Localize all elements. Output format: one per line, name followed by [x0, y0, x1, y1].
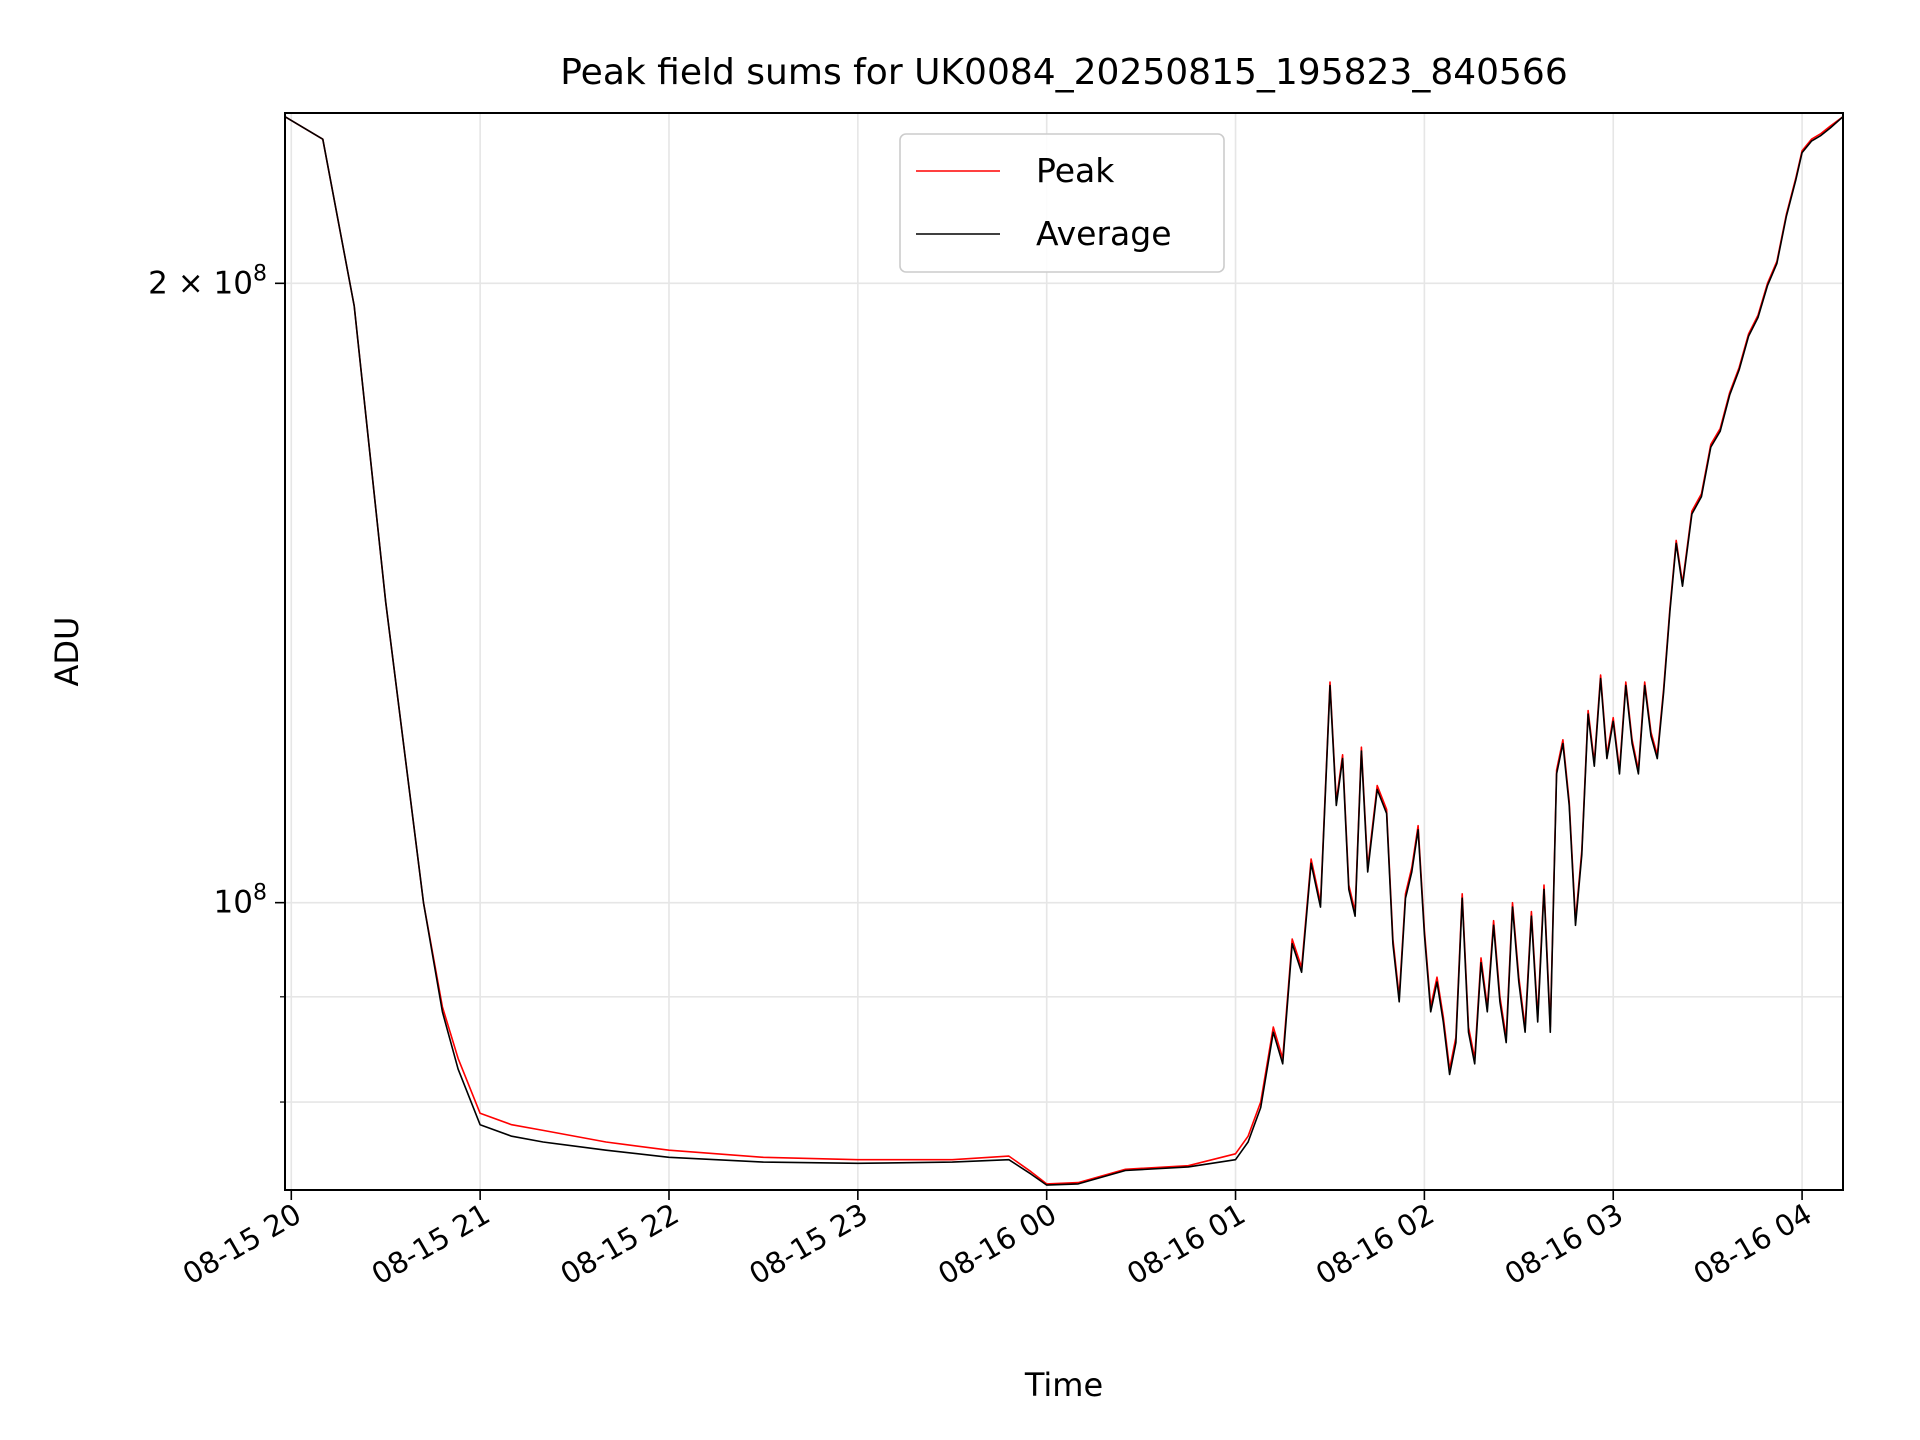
chart-title: Peak field sums for UK0084_20250815_1958… [560, 52, 1568, 93]
series-lines [284, 116, 1844, 1186]
series-line-average [284, 116, 1844, 1186]
y-tick-exponent: 8 [253, 881, 267, 906]
y-tick-base: 10 [214, 265, 253, 301]
grid [285, 113, 1843, 1190]
y-tick-label: 2 × 108 [148, 261, 267, 301]
legend: Peak Average [899, 133, 1225, 273]
legend-label: Peak [1036, 151, 1115, 190]
y-tick-exponent: 8 [253, 261, 267, 286]
y-tick-label: 108 [214, 881, 267, 921]
y-tick-base: 10 [214, 885, 253, 921]
y-axis-label: ADU [48, 617, 86, 687]
axis-ticks [275, 282, 1803, 1200]
y-tick-mantissa: 2 × [148, 265, 213, 301]
x-axis-label: Time [1024, 1366, 1103, 1404]
legend-box [899, 133, 1225, 273]
legend-label: Average [1036, 214, 1172, 253]
plot-frame [284, 112, 1844, 1191]
